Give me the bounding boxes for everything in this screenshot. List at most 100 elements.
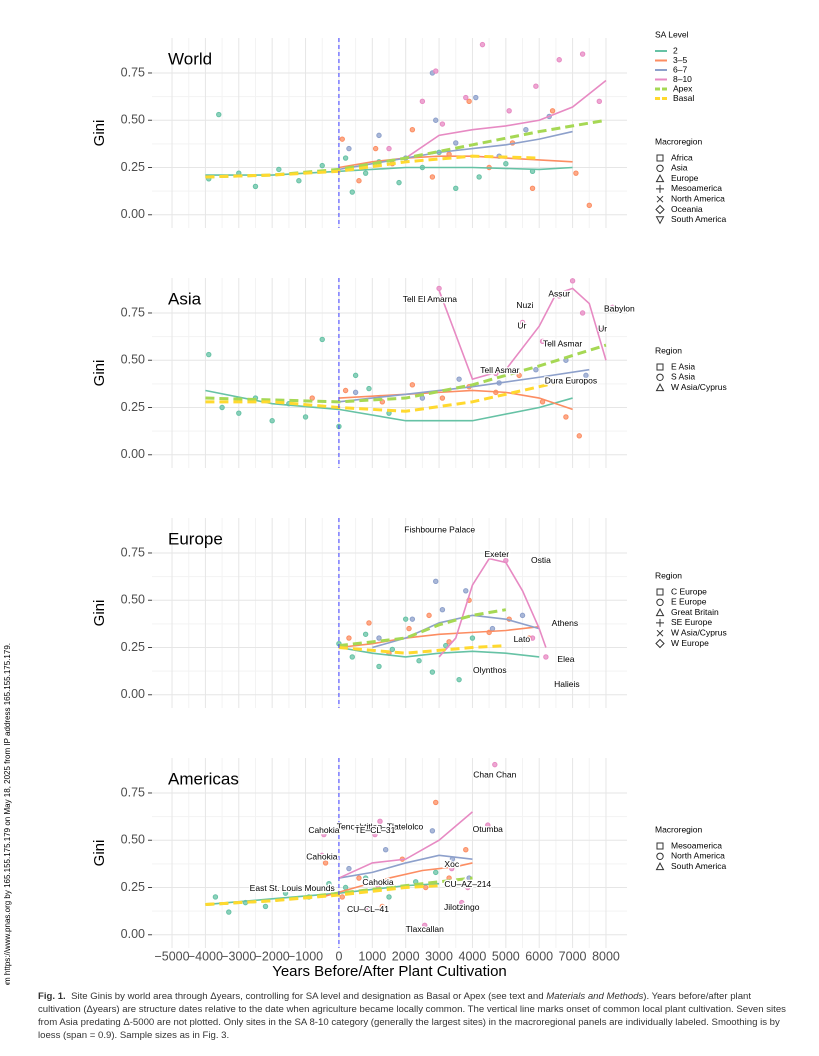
legend-symbol <box>656 588 664 596</box>
site-label: Lato <box>514 634 531 644</box>
y-tick-label: 0.00 <box>121 447 145 461</box>
legend-title: Macroregion <box>655 824 703 834</box>
y-tick-label: 0.75 <box>121 545 145 559</box>
y-axis-title: Gini <box>91 600 108 627</box>
y-tick-label: 0.75 <box>121 785 145 799</box>
x-tick-label: 5000 <box>492 949 520 963</box>
data-point <box>423 884 429 891</box>
data-point <box>409 126 416 133</box>
trend-line <box>338 646 540 658</box>
site-label: Cahokia <box>362 877 393 887</box>
y-tick-label: 0.25 <box>121 160 145 174</box>
data-point <box>569 278 576 284</box>
data-point <box>485 822 491 828</box>
data-point <box>322 860 329 866</box>
trend-line <box>205 118 607 179</box>
data-point <box>533 83 539 89</box>
trend-line <box>405 79 607 159</box>
trend-line <box>338 625 540 649</box>
side-note: Downloaded from https://www.pnas.org by … <box>3 643 12 985</box>
legend-label: 8–10 <box>673 74 692 84</box>
y-tick-label: 0.00 <box>121 927 145 941</box>
data-point <box>269 418 275 424</box>
site-label: Exeter <box>485 549 510 559</box>
site-label: Halieis <box>554 679 580 689</box>
legend-title: Region <box>655 570 682 580</box>
trend-line <box>338 608 507 648</box>
site-label: Xoc <box>444 859 459 869</box>
site-label: Babylon <box>604 303 635 313</box>
legend-symbol <box>656 842 664 850</box>
data-point <box>352 372 359 379</box>
data-point <box>473 94 479 101</box>
legend-label: 6–7 <box>673 64 687 74</box>
x-tick-label: −4000 <box>188 949 223 963</box>
data-point <box>362 170 369 176</box>
legend-symbol <box>656 154 664 162</box>
site-label: Ur <box>598 323 607 333</box>
data-point <box>453 140 459 146</box>
data-point <box>349 189 355 195</box>
x-tick-label: 7000 <box>559 949 587 963</box>
legend-symbol <box>656 618 664 627</box>
site-label: Cahokia <box>308 825 339 835</box>
data-point <box>212 894 219 900</box>
data-point <box>519 612 526 619</box>
y-axis-title: Gini <box>91 120 108 147</box>
trend-line <box>338 389 573 411</box>
caption-label: Fig. 1. <box>38 991 66 1002</box>
trend-line <box>438 557 547 658</box>
data-point <box>439 606 446 613</box>
data-point <box>492 761 498 768</box>
data-point <box>216 111 222 118</box>
legend-label: C Europe <box>671 586 707 596</box>
data-point <box>579 310 586 316</box>
data-point <box>276 166 282 173</box>
data-point <box>206 351 212 358</box>
trend-line <box>205 343 607 404</box>
panel: 0.00 0.25 0.50 0.75 World Gini SA Level 23–56–7… <box>91 29 727 228</box>
trend-line <box>338 854 473 879</box>
data-point <box>439 395 446 401</box>
data-point <box>583 372 589 379</box>
x-tick-label: −1000 <box>288 949 323 963</box>
legend-symbol <box>656 184 664 193</box>
y-tick-label: 0.50 <box>121 833 145 847</box>
data-point <box>543 654 549 660</box>
y-tick-label: 0.25 <box>121 400 145 414</box>
site-label: Dura Europos <box>545 375 597 385</box>
data-point <box>433 799 439 806</box>
data-point <box>429 669 436 675</box>
data-point <box>579 51 586 57</box>
legend-symbol <box>656 373 664 381</box>
legend-symbol <box>656 363 664 371</box>
y-tick-label: 0.25 <box>121 640 145 654</box>
trend-line <box>338 811 473 879</box>
x-tick-label: −5000 <box>154 949 189 963</box>
data-point <box>342 155 349 161</box>
data-point <box>563 414 569 420</box>
panel: 0.00 0.25 0.50 0.75 Asia Gini Tell El Amarna Nu… <box>91 278 727 468</box>
x-axis-title: Years Before/After Plant Cultivation <box>272 963 507 980</box>
x-tick-label: 0 <box>335 949 342 963</box>
data-point <box>453 185 459 191</box>
data-point <box>406 625 412 632</box>
data-point <box>376 663 382 670</box>
legend-symbol <box>655 638 665 649</box>
data-point <box>319 852 325 859</box>
data-point <box>523 126 529 133</box>
panel-title: Asia <box>168 289 202 308</box>
legend-symbol <box>655 608 665 617</box>
data-point <box>539 338 546 345</box>
data-point <box>236 410 242 416</box>
data-point <box>219 404 225 411</box>
data-point <box>519 319 526 326</box>
data-point <box>342 387 349 394</box>
data-point <box>433 869 439 876</box>
panel-title: Europe <box>168 529 223 548</box>
data-point <box>372 831 378 838</box>
legend-label: W Asia/Cyprus <box>671 627 727 637</box>
data-point <box>302 414 309 420</box>
data-point <box>489 625 496 632</box>
legend-title: SA Level <box>655 29 689 39</box>
